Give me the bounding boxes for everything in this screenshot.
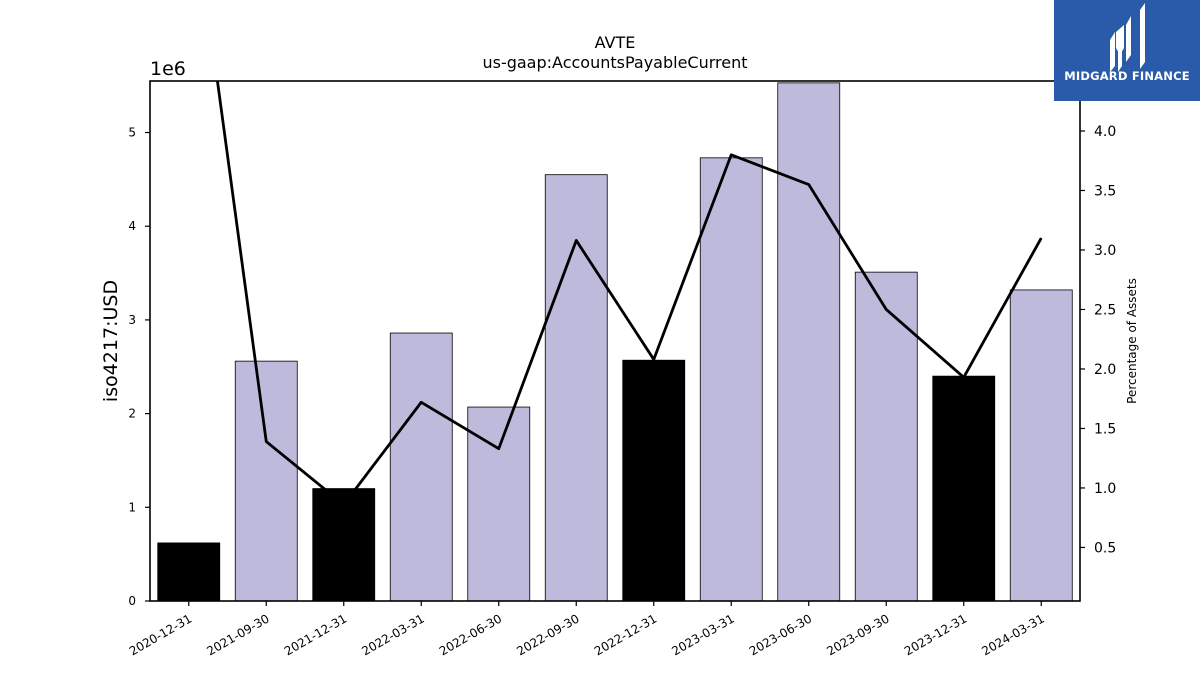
bar-2021-09-30	[234, 360, 298, 602]
bars-group	[157, 82, 1073, 602]
bar-2022-09-30	[544, 174, 608, 602]
bar-2023-06-30	[777, 82, 841, 602]
bar-2023-12-31	[932, 375, 996, 602]
y2-tick-label: 2.0	[1094, 362, 1116, 378]
bar-2023-09-30	[854, 271, 918, 602]
bar-2022-06-30	[467, 406, 531, 602]
chart-subtitle: us-gaap:AccountsPayableCurrent	[482, 53, 747, 72]
x-tick-label: 2023-09-30	[824, 611, 891, 658]
x-tick-label: 2022-03-31	[359, 611, 426, 658]
line-series-percentage-of-assets	[216, 81, 1043, 507]
y-axis-label: iso4217:USD	[100, 280, 122, 402]
y2-tick-label: 3.5	[1094, 183, 1116, 199]
x-tick-label: 2023-03-31	[669, 611, 736, 658]
x-tick-label: 2021-12-31	[282, 611, 349, 658]
logo-mark-icon	[1110, 3, 1145, 72]
y-tick-label: 1	[128, 500, 136, 514]
logo-text: MIDGARD FINANCE	[1064, 69, 1190, 83]
bar-2020-12-31	[157, 542, 221, 602]
y2-tick-label: 1.5	[1094, 421, 1116, 437]
y-tick-label: 0	[128, 594, 136, 608]
x-tick-label: 2023-12-31	[902, 611, 969, 658]
y2-axis-label: Percentage of Assets	[1125, 278, 1139, 404]
x-tick-label: 2023-06-30	[747, 611, 814, 658]
chart-title: AVTE	[595, 33, 636, 52]
y-tick-label: 3	[128, 313, 136, 327]
brand-logo: MIDGARD FINANCE	[1054, 0, 1200, 101]
bar-2022-12-31	[622, 359, 686, 602]
y-tick-label: 4	[128, 219, 136, 233]
bar-2023-03-31	[699, 157, 763, 602]
bar-2024-03-31	[1009, 289, 1073, 602]
y2-tick-label: 0.5	[1094, 540, 1116, 556]
x-tick-label: 2020-12-31	[127, 611, 194, 658]
y-tick-label: 5	[128, 126, 136, 140]
x-tick-label: 2022-06-30	[437, 611, 504, 658]
y-axis-multiplier: 1e6	[150, 58, 186, 80]
x-tick-label: 2024-03-31	[979, 611, 1046, 658]
plot-frame	[149, 80, 1081, 602]
x-tick-label: 2022-12-31	[592, 611, 659, 658]
y-tick-label: 2	[128, 407, 136, 421]
x-tick-label: 2022-09-30	[514, 611, 581, 658]
y2-tick-label: 2.5	[1094, 302, 1116, 318]
x-tick-label: 2021-09-30	[204, 611, 271, 658]
y2-tick-label: 1.0	[1094, 481, 1116, 497]
line-group	[216, 81, 1043, 507]
y2-tick-label: 3.0	[1094, 243, 1116, 259]
bar-2021-12-31	[312, 488, 376, 602]
bar-2022-03-31	[389, 332, 453, 602]
y2-tick-label: 4.0	[1094, 124, 1116, 140]
